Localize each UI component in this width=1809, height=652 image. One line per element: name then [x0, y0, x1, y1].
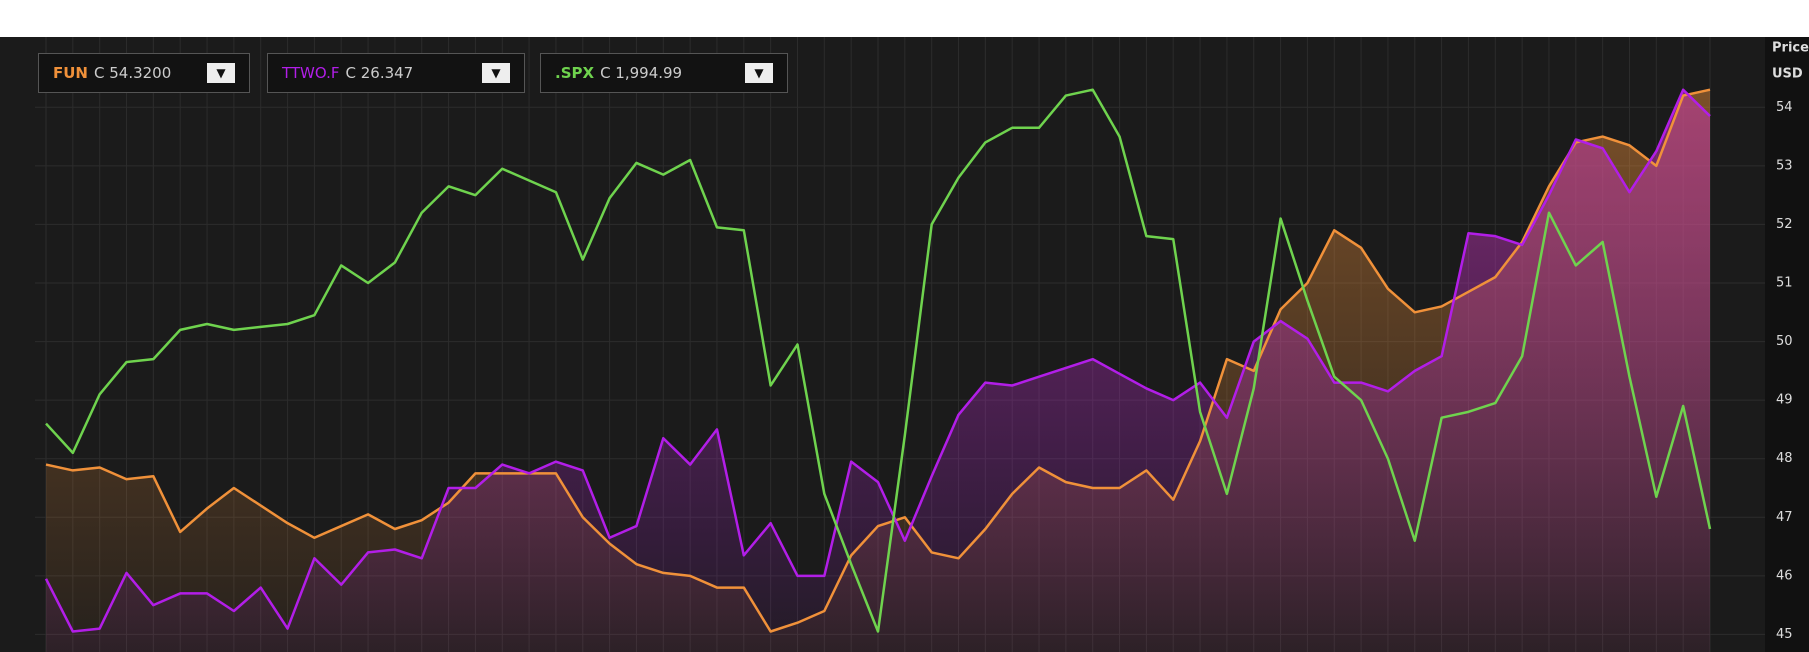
area [46, 89, 1710, 652]
legend-name: TTWO.F [282, 64, 340, 82]
y-tick-label: 47 [1776, 510, 1793, 525]
y-tick-label: 52 [1776, 217, 1793, 232]
dropdown[interactable]: ▼ [207, 63, 235, 83]
dropdown[interactable]: ▼ [745, 63, 773, 83]
dropdown[interactable]: ▼ [482, 63, 510, 83]
legend-item: .SPX C 1,994.99 ▼ [540, 53, 788, 93]
y-tick-label: 50 [1776, 334, 1793, 349]
y-tick-label: 45 [1776, 627, 1793, 642]
y-tick-label: 46 [1776, 568, 1793, 583]
legend-item: FUN C 54.3200 ▼ [38, 53, 250, 93]
legend-value: C 26.347 [345, 64, 414, 82]
legend-value: C 54.3200 [93, 64, 172, 82]
legend-name: .SPX [555, 64, 595, 82]
line [45, 88, 1712, 633]
y-tick-label: 51 [1776, 276, 1793, 291]
y-tick-label: 48 [1776, 451, 1793, 466]
y-tick-label: 54 [1776, 100, 1793, 115]
axis-label: Price [1772, 41, 1809, 56]
legend-item: TTWO.F C 26.347 ▼ [267, 53, 525, 93]
y-tick-label: 53 [1776, 158, 1793, 173]
y-tick-label: 49 [1776, 393, 1793, 408]
axis-background [1765, 37, 1809, 652]
legend-value: C 1,994.99 [600, 64, 683, 82]
line [44, 88, 1711, 633]
legend-name: FUN [53, 64, 88, 82]
axis-label: USD [1772, 67, 1803, 82]
line [45, 88, 1711, 633]
